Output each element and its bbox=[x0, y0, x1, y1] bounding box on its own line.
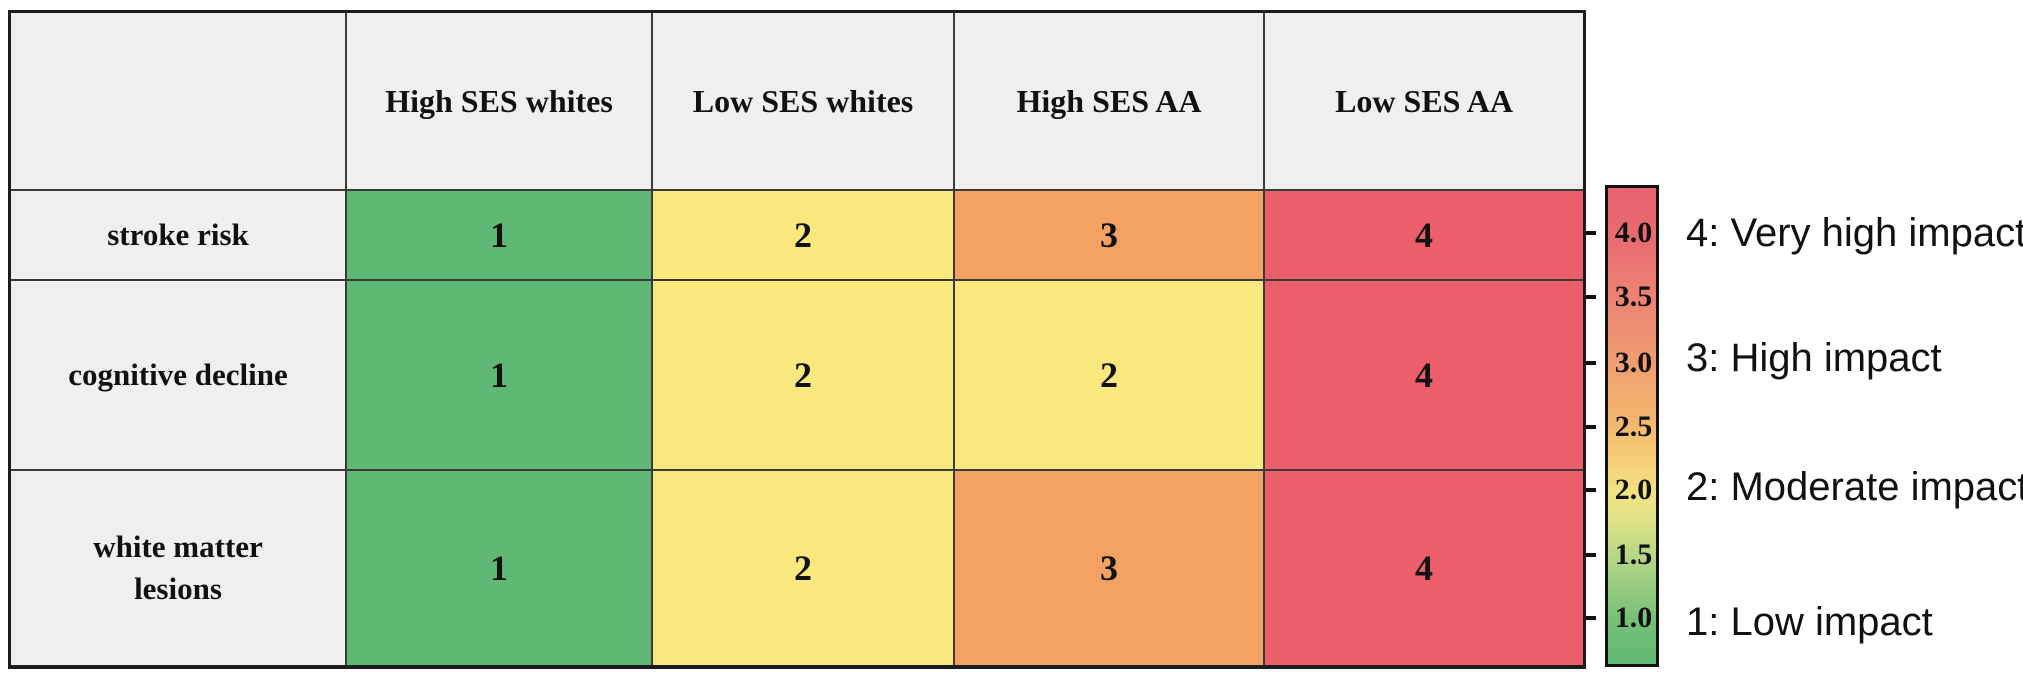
tick-dash-icon bbox=[1586, 361, 1596, 365]
tick-dash-icon bbox=[1586, 553, 1596, 557]
tick-dash-icon bbox=[1586, 488, 1596, 492]
corner-cell bbox=[11, 13, 347, 191]
heat-cell: 1 bbox=[347, 471, 653, 665]
legend-item-very-high-impact: 4: Very high impact bbox=[1686, 211, 2023, 255]
heat-cell: 4 bbox=[1265, 191, 1583, 281]
heat-cell: 1 bbox=[347, 281, 653, 471]
colorbar-tick-label: 2.0 bbox=[1614, 473, 1653, 506]
colorbar-tick: 3.0 bbox=[1586, 346, 1662, 379]
colorbar-tick-label: 4.0 bbox=[1614, 216, 1653, 249]
colorbar-tick: 3.5 bbox=[1586, 280, 1662, 313]
column-header-high-ses-aa: High SES AA bbox=[955, 13, 1265, 191]
heatmap-table: High SES whites Low SES whites High SES … bbox=[8, 10, 1586, 669]
colorbar-tick: 2.0 bbox=[1586, 473, 1662, 506]
colorbar-tick: 4.0 bbox=[1586, 216, 1662, 249]
row-label-stroke-risk: stroke risk bbox=[11, 191, 347, 281]
colorbar-tick-label: 3.5 bbox=[1614, 280, 1653, 313]
legend-item-moderate-impact: 2: Moderate impact bbox=[1686, 465, 2023, 509]
legend-item-high-impact: 3: High impact bbox=[1686, 336, 1942, 380]
heat-cell: 2 bbox=[653, 191, 955, 281]
heat-cell: 4 bbox=[1265, 281, 1583, 471]
colorbar-tick-label: 2.5 bbox=[1614, 410, 1653, 443]
heat-cell: 3 bbox=[955, 191, 1265, 281]
colorbar-tick-label: 3.0 bbox=[1614, 346, 1653, 379]
column-header-high-ses-whites: High SES whites bbox=[347, 13, 653, 191]
tick-dash-icon bbox=[1586, 231, 1596, 235]
column-header-low-ses-whites: Low SES whites bbox=[653, 13, 955, 191]
colorbar-tick: 2.5 bbox=[1586, 410, 1662, 443]
colorbar-tick: 1.5 bbox=[1586, 538, 1662, 571]
heat-cell: 2 bbox=[653, 471, 955, 665]
tick-dash-icon bbox=[1586, 295, 1596, 299]
heat-cell: 1 bbox=[347, 191, 653, 281]
legend-item-low-impact: 1: Low impact bbox=[1686, 600, 1933, 644]
row-label-white-matter-lesions: white matter lesions bbox=[11, 471, 347, 665]
colorbar-tick-label: 1.5 bbox=[1614, 538, 1653, 571]
colorbar-tick-label: 1.0 bbox=[1614, 601, 1653, 634]
colorbar-tick: 1.0 bbox=[1586, 601, 1662, 634]
tick-dash-icon bbox=[1586, 425, 1596, 429]
colorbar bbox=[1605, 185, 1659, 667]
row-label-cognitive-decline: cognitive decline bbox=[11, 281, 347, 471]
column-header-low-ses-aa: Low SES AA bbox=[1265, 13, 1583, 191]
heat-cell: 2 bbox=[653, 281, 955, 471]
heat-cell: 2 bbox=[955, 281, 1265, 471]
heat-cell: 4 bbox=[1265, 471, 1583, 665]
tick-dash-icon bbox=[1586, 616, 1596, 620]
heat-cell: 3 bbox=[955, 471, 1265, 665]
